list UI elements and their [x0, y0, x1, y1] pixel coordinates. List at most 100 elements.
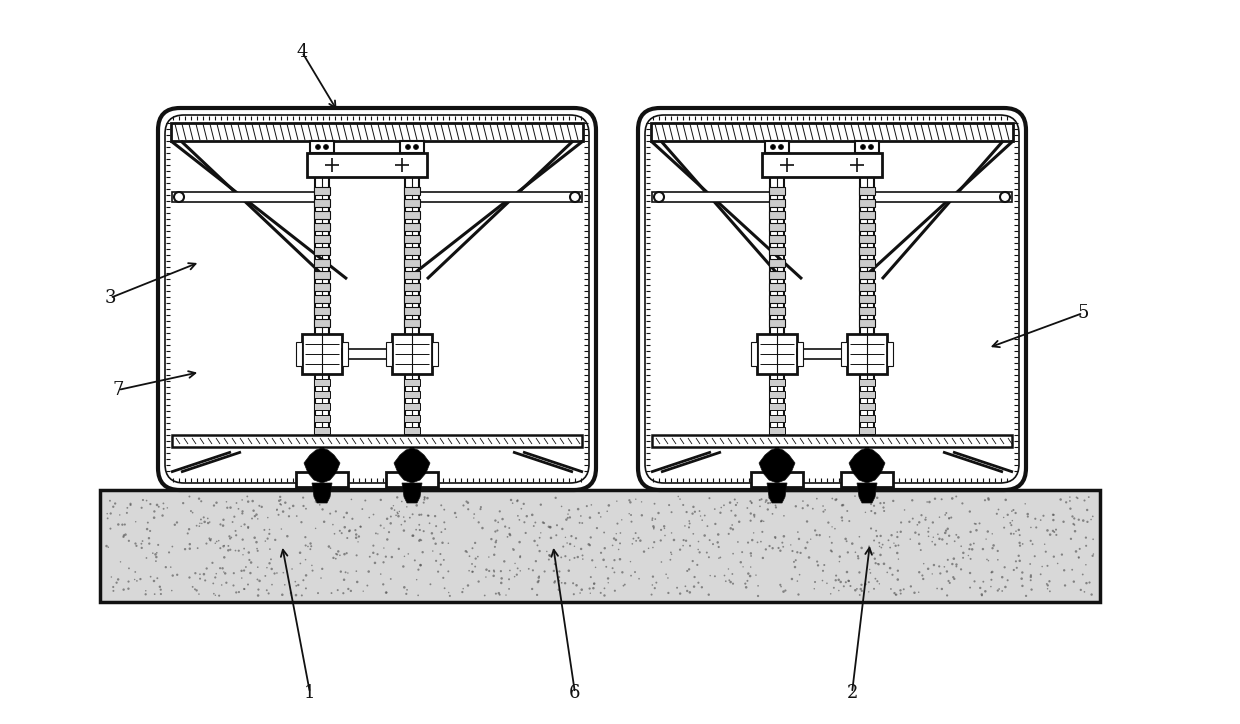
Point [335, 548, 355, 560]
Point [187, 520, 207, 531]
Point [1052, 549, 1071, 560]
Point [190, 518, 210, 529]
Point [883, 495, 903, 507]
Point [658, 572, 678, 584]
Point [193, 568, 213, 580]
Point [346, 532, 366, 544]
Point [1054, 565, 1074, 576]
Bar [404, 283, 420, 291]
Bar [874, 192, 1012, 202]
Point [557, 514, 577, 526]
Point [825, 523, 844, 534]
Point [662, 549, 682, 560]
Point [822, 521, 842, 533]
Point [859, 576, 879, 588]
Point [223, 516, 243, 528]
Point [201, 535, 221, 547]
Point [709, 552, 729, 564]
Point [140, 571, 160, 583]
Point [335, 521, 355, 533]
Point [408, 564, 428, 576]
Point [136, 585, 156, 597]
Point [456, 545, 476, 557]
Point [594, 554, 614, 565]
Point [135, 589, 155, 600]
Point [458, 497, 477, 508]
Point [227, 586, 247, 598]
Bar [404, 187, 420, 195]
Point [965, 576, 985, 587]
Point [711, 507, 730, 518]
Bar [310, 141, 334, 153]
Text: 2: 2 [847, 684, 858, 702]
Point [224, 568, 244, 579]
Point [458, 580, 477, 592]
Point [862, 505, 882, 517]
Point [394, 550, 414, 562]
Point [904, 587, 924, 599]
Point [1081, 589, 1101, 600]
Point [743, 534, 763, 546]
Point [336, 566, 356, 578]
Point [822, 546, 842, 557]
Point [272, 499, 291, 510]
Point [218, 544, 238, 556]
Point [742, 547, 761, 559]
Point [102, 571, 122, 583]
Point [382, 502, 402, 514]
Point [262, 579, 281, 591]
Bar [314, 391, 330, 398]
Point [598, 505, 618, 517]
Point [489, 587, 508, 599]
Point [237, 491, 257, 502]
Circle shape [413, 145, 419, 149]
Point [552, 500, 572, 512]
Point [138, 523, 157, 535]
Point [688, 544, 708, 555]
Point [883, 569, 903, 581]
Point [1064, 576, 1084, 587]
Point [676, 535, 696, 547]
Point [873, 502, 893, 513]
Point [1004, 528, 1024, 539]
Point [595, 542, 615, 554]
Point [560, 512, 580, 523]
Point [867, 492, 887, 504]
Point [606, 534, 626, 546]
Point [864, 500, 884, 512]
Point [908, 519, 928, 531]
Point [720, 576, 740, 588]
Point [267, 504, 286, 515]
Point [998, 574, 1018, 586]
Point [374, 542, 394, 554]
Point [539, 554, 559, 565]
Point [1043, 525, 1063, 536]
Bar [404, 295, 420, 303]
Point [143, 547, 162, 559]
Point [1060, 503, 1080, 515]
Point [725, 494, 745, 505]
Point [570, 587, 590, 599]
Point [294, 574, 314, 586]
Point [698, 521, 718, 532]
Point [639, 542, 658, 554]
Point [890, 588, 910, 599]
Bar [314, 211, 330, 219]
Point [485, 526, 505, 537]
Point [539, 550, 559, 561]
Point [239, 547, 259, 558]
Point [465, 561, 485, 573]
Point [259, 523, 279, 535]
Point [279, 510, 299, 522]
Bar [841, 342, 847, 366]
Point [227, 497, 247, 509]
Point [231, 521, 250, 532]
Bar [859, 403, 875, 410]
Point [568, 503, 588, 515]
Point [1009, 524, 1029, 536]
Point [556, 578, 575, 589]
Bar [314, 307, 330, 315]
Point [924, 559, 944, 571]
Point [645, 582, 665, 594]
Point [131, 538, 151, 550]
